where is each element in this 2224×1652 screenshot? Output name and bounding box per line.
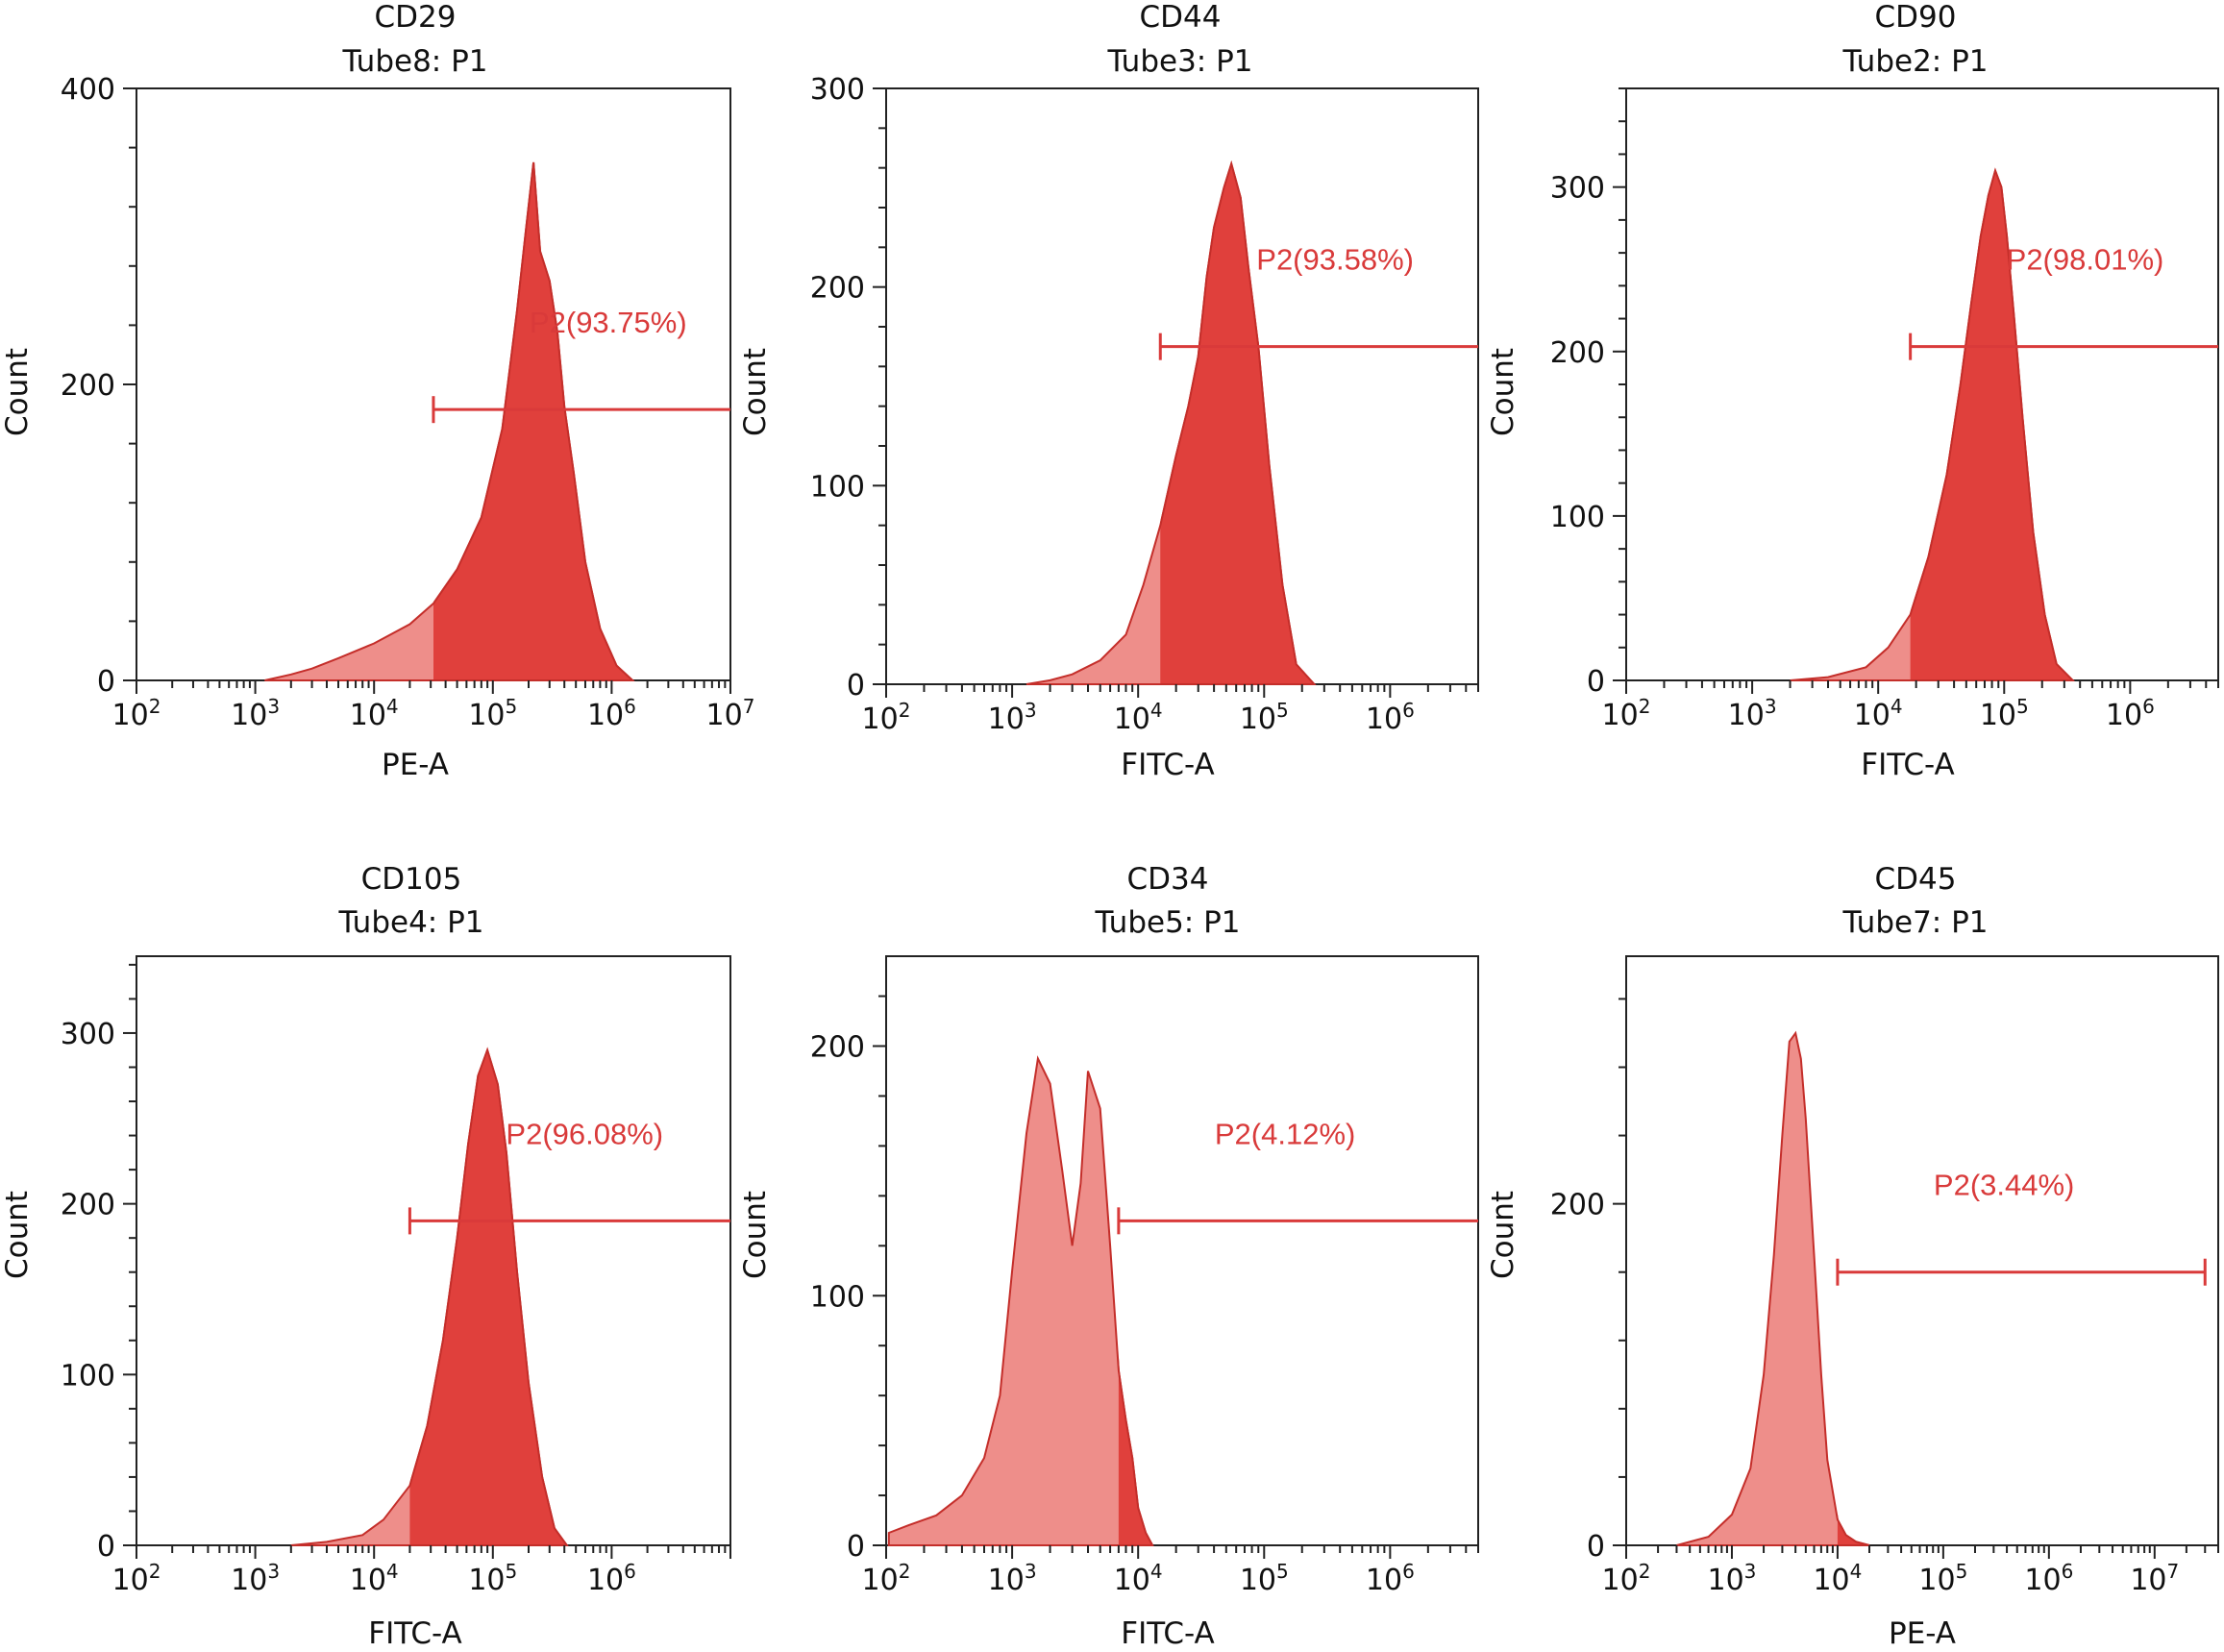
panel-subtitle: Tube4: P1	[337, 905, 483, 940]
panel-subtitle: Tube5: P1	[1094, 905, 1240, 940]
y-tick-label: 200	[810, 272, 865, 306]
y-tick-label: 100	[810, 1280, 865, 1314]
x-tick-label: 106	[2106, 695, 2155, 732]
x-tick-label: 103	[988, 1560, 1037, 1597]
histogram-panel-cd105: CD105 Tube4: P1 FITC-A Count 0 100 200 300 1…	[0, 862, 731, 1651]
x-tick-label: 102	[862, 699, 911, 736]
histogram-area	[1676, 1030, 1870, 1546]
histogram-panel-cd29: CD29 Tube8: P1 PE-A Count 0 200 400 102 103 1…	[0, 0, 754, 782]
y-axis-label: Count	[1486, 1191, 1520, 1279]
x-axis-label: FITC-A	[1121, 748, 1214, 782]
x-tick-label: 104	[350, 1560, 399, 1597]
histogram-gated-area	[1118, 1356, 1154, 1545]
y-tick-label: 100	[61, 1359, 115, 1393]
panel-title: CD90	[1875, 0, 1957, 35]
x-axis-label: PE-A	[382, 748, 449, 782]
x-tick-label: 103	[1728, 695, 1777, 732]
histogram-gated-area	[1160, 160, 1316, 684]
y-tick-label: 0	[97, 665, 115, 699]
x-tick-label: 102	[862, 1560, 911, 1597]
x-tick-label: 104	[1813, 1560, 1862, 1597]
gate-label: P2(93.58%)	[1256, 243, 1414, 277]
y-tick-label: 400	[61, 73, 115, 107]
x-tick-label: 102	[1602, 1560, 1651, 1597]
y-tick-label: 0	[847, 1530, 865, 1564]
y-tick-label: 0	[97, 1530, 115, 1564]
x-tick-label: 104	[350, 695, 399, 732]
x-axis-label: FITC-A	[368, 1616, 461, 1651]
histogram-gated-area	[1837, 1514, 1870, 1545]
panel-subtitle: Tube3: P1	[1106, 44, 1252, 79]
x-tick-label: 102	[112, 1560, 161, 1597]
x-tick-label: 102	[112, 695, 161, 732]
x-tick-label: 105	[1240, 1560, 1289, 1597]
y-axis-label: Count	[1486, 348, 1520, 436]
x-tick-label: 107	[706, 695, 755, 732]
x-tick-label: 104	[1854, 695, 1903, 732]
x-tick-label: 104	[1114, 1560, 1163, 1597]
x-tick-label: 105	[1980, 695, 2029, 732]
y-axis-label: Count	[0, 1191, 35, 1279]
y-tick-label: 200	[61, 1189, 115, 1222]
gate-label: P2(98.01%)	[2007, 243, 2164, 277]
y-tick-label: 0	[1587, 665, 1605, 699]
plot-frame	[1625, 955, 2219, 1546]
x-tick-label: 103	[1707, 1560, 1756, 1597]
x-tick-label: 105	[1918, 1560, 1967, 1597]
histogram-panel-cd90: CD90 Tube2: P1 FITC-A Count 0 100 200 300 10…	[1486, 0, 2219, 782]
y-tick-label: 200	[1550, 336, 1605, 370]
y-axis-label: Count	[738, 348, 773, 436]
gate-label: P2(4.12%)	[1215, 1117, 1355, 1150]
x-tick-label: 102	[1602, 695, 1651, 732]
y-tick-label: 200	[61, 369, 115, 403]
y-tick-label: 100	[810, 470, 865, 504]
histogram-gated-area	[1910, 167, 2075, 680]
histogram-panel-cd45: CD45 Tube7: P1 PE-A Count 0 200 102 103 104 1…	[1486, 862, 2219, 1651]
plot-frame	[885, 955, 1479, 1546]
y-tick-label: 100	[1550, 501, 1605, 534]
x-axis-label: FITC-A	[1121, 1616, 1214, 1651]
panel-title: CD44	[1140, 0, 1222, 35]
x-tick-label: 106	[1366, 1560, 1415, 1597]
x-tick-label: 105	[468, 695, 517, 732]
panel-title: CD105	[361, 862, 462, 897]
y-tick-label: 0	[1587, 1530, 1605, 1564]
y-tick-label: 200	[1550, 1189, 1605, 1222]
histogram-area	[887, 1055, 1154, 1546]
y-tick-label: 200	[810, 1031, 865, 1065]
histogram-panel-cd34: CD34 Tube5: P1 FITC-A Count 0 100 200 102 10…	[738, 862, 1479, 1651]
gate-label: P2(93.75%)	[530, 306, 687, 339]
x-tick-label: 106	[2024, 1560, 2073, 1597]
y-tick-label: 300	[61, 1018, 115, 1051]
panel-subtitle: Tube7: P1	[1841, 905, 1988, 940]
gate-label: P2(96.08%)	[506, 1117, 663, 1150]
x-tick-label: 107	[2130, 1560, 2179, 1597]
panel-title: CD45	[1875, 862, 1957, 897]
x-tick-label: 106	[587, 695, 636, 732]
x-tick-label: 106	[1366, 699, 1415, 736]
panel-title: CD29	[375, 0, 457, 35]
panel-subtitle: Tube8: P1	[341, 44, 487, 79]
panel-title: CD34	[1127, 862, 1209, 897]
gate-label: P2(3.44%)	[1934, 1169, 2074, 1202]
x-tick-label: 103	[231, 695, 280, 732]
y-tick-label: 300	[1550, 172, 1605, 206]
x-tick-label: 106	[587, 1560, 636, 1597]
y-tick-label: 300	[810, 73, 865, 107]
x-axis-label: PE-A	[1889, 1616, 1956, 1651]
x-tick-label: 103	[231, 1560, 280, 1597]
x-tick-label: 105	[468, 1560, 517, 1597]
x-tick-label: 104	[1114, 699, 1163, 736]
x-axis-label: FITC-A	[1861, 748, 1954, 782]
histogram-gated-area	[432, 161, 634, 680]
histogram-panel-cd44: CD44 Tube3: P1 FITC-A Count 0 100 200 300 10…	[738, 0, 1479, 782]
x-tick-label: 103	[988, 699, 1037, 736]
y-tick-label: 0	[847, 669, 865, 703]
y-axis-label: Count	[738, 1191, 773, 1279]
panel-subtitle: Tube2: P1	[1841, 44, 1988, 79]
y-axis-label: Count	[0, 348, 35, 436]
x-tick-label: 105	[1240, 699, 1289, 736]
histogram-gated-area	[409, 1047, 569, 1545]
